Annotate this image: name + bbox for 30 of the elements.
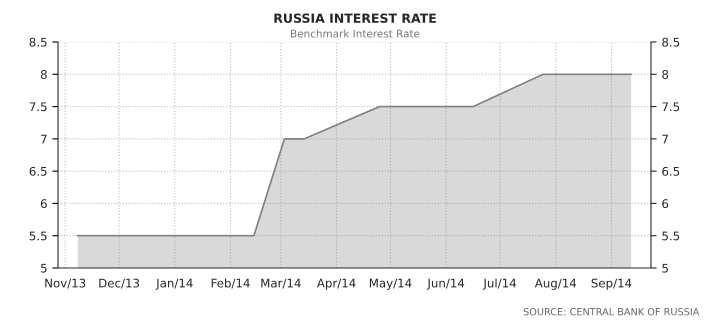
y-tick-label: 5.5 (30, 232, 47, 240)
y2-tick-label: 6 (662, 199, 668, 208)
x-tick-label: Aug/14 (534, 278, 576, 290)
y2-tick-label: 8.5 (662, 38, 680, 47)
y-tick-label: 8.5 (30, 38, 47, 47)
y2-tick-label: 7 (662, 134, 668, 144)
x-tick-label: Mar/14 (261, 278, 301, 288)
x-tick-label: Jan/14 (156, 278, 193, 290)
y-tick-label: 7.5 (30, 102, 47, 112)
chart-title: RUSSIA INTEREST RATE (274, 13, 436, 23)
x-tick-label: Jul/14 (482, 278, 516, 290)
y-tick-label: 8 (40, 70, 47, 79)
y2-tick-label: 7.5 (662, 102, 680, 112)
y2-tick-label: 6.5 (662, 166, 680, 176)
y-tick-label: 7 (41, 134, 47, 144)
y-tick-label: 6 (40, 199, 47, 208)
y2-tick-label: 5 (662, 264, 668, 273)
x-tick-label: Dec/13 (99, 278, 140, 288)
y-tick-label: 5 (40, 264, 47, 273)
x-tick-label: May/14 (370, 278, 412, 290)
y2-tick-label: 8 (662, 70, 668, 79)
x-tick-label: Apr/14 (316, 278, 356, 290)
y-tick-label: 6.5 (30, 166, 47, 176)
x-tick-label: Jun/14 (426, 278, 464, 290)
source-note: SOURCE: CENTRAL BANK OF RUSSIA (524, 308, 700, 316)
chart-subtitle: Benchmark Interest Rate (291, 29, 420, 38)
x-tick-label: Nov/13 (45, 278, 86, 288)
y2-tick-label: 5.5 (662, 232, 680, 240)
x-tick-label: Sep/14 (592, 278, 632, 290)
x-tick-label: Feb/14 (212, 278, 250, 288)
